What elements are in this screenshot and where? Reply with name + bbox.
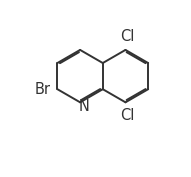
Text: Br: Br: [34, 82, 50, 97]
Text: Cl: Cl: [120, 108, 134, 123]
Text: Cl: Cl: [120, 29, 134, 44]
Text: N: N: [78, 99, 89, 114]
